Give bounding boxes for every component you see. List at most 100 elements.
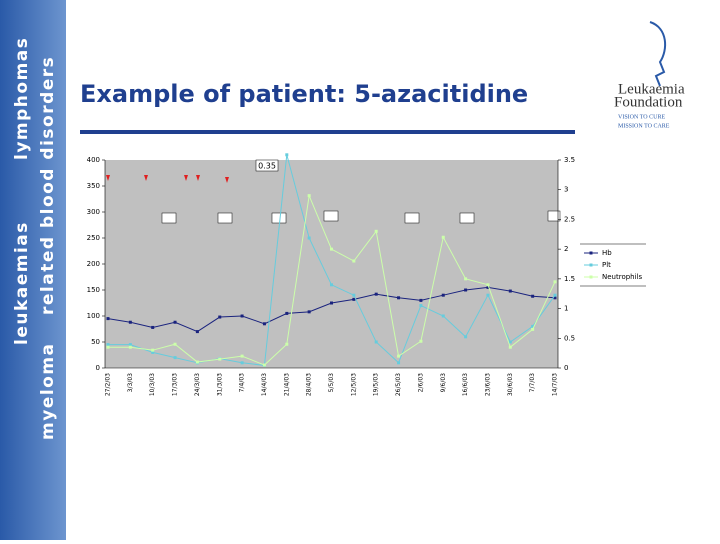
x-tick-label: 19/5/03	[373, 373, 380, 396]
arrow	[196, 175, 200, 181]
legend-label: Hb	[602, 249, 612, 257]
point	[285, 311, 289, 315]
point	[352, 259, 356, 263]
marker-box	[217, 212, 233, 224]
point	[486, 293, 490, 297]
logo-text: Foundation	[614, 94, 683, 110]
point	[128, 345, 132, 349]
point	[553, 293, 557, 297]
point	[419, 339, 423, 343]
point	[151, 348, 155, 352]
point	[397, 361, 401, 365]
legend-label: Neutrophils	[602, 273, 643, 281]
logo-icon	[649, 21, 667, 87]
point	[464, 277, 468, 281]
x-tick-label: 23/6/03	[484, 373, 491, 396]
x-tick-label: 27/2/03	[105, 373, 112, 396]
arrow	[225, 177, 229, 183]
point	[508, 289, 512, 293]
point	[218, 357, 222, 361]
x-tick-label: 24/3/03	[194, 373, 201, 396]
marker-box	[547, 210, 561, 222]
point	[397, 354, 401, 358]
point	[508, 345, 512, 349]
sidebar-text: leukaemias	[12, 221, 32, 345]
marker-box	[459, 212, 475, 224]
legend-marker	[589, 251, 593, 255]
point	[330, 283, 333, 287]
point	[307, 236, 311, 240]
y2-tick-label: 3.5	[564, 156, 575, 164]
legend-marker	[589, 263, 593, 267]
point	[419, 304, 423, 308]
point	[486, 285, 490, 289]
y2-tick-label: 0	[564, 364, 568, 372]
x-tick-label: 17/3/03	[172, 373, 179, 396]
x-tick-label: 7/7/03	[529, 373, 536, 392]
x-tick-label: 26/5/03	[395, 373, 402, 396]
logo-text: MISSION TO CARE	[618, 123, 670, 129]
point	[531, 294, 535, 298]
logo-text: VISION TO CURE	[618, 114, 665, 120]
logo-text: Leukaemia	[618, 81, 685, 97]
point	[330, 247, 333, 251]
point	[151, 325, 155, 329]
x-tick-label: 7/4/03	[239, 373, 246, 392]
annotation-box	[255, 159, 279, 172]
point	[553, 296, 557, 300]
point	[307, 310, 311, 314]
y-tick-label: 150	[87, 286, 100, 294]
point	[352, 293, 356, 297]
y-tick-label: 0	[96, 364, 100, 372]
marker-box	[404, 212, 420, 224]
point	[374, 340, 378, 344]
arrow	[184, 175, 188, 181]
point	[464, 288, 468, 292]
y2-tick-label: 2.5	[564, 215, 575, 223]
legend-marker	[589, 275, 593, 279]
point	[262, 322, 266, 326]
x-tick-label: 16/6/03	[462, 373, 469, 396]
sidebar-text: lymphomas	[12, 37, 32, 160]
point	[262, 363, 266, 367]
point	[441, 314, 445, 318]
sidebar-text: myeloma	[38, 342, 58, 440]
point	[352, 297, 356, 301]
point	[106, 317, 110, 321]
point	[240, 314, 244, 318]
marker-box	[323, 210, 339, 222]
y-tick-label: 200	[87, 260, 100, 268]
x-tick-label: 5/5/03	[328, 373, 335, 392]
y-tick-label: 250	[87, 234, 100, 242]
x-tick-label: 10/3/03	[149, 373, 156, 396]
y-tick-label: 100	[87, 312, 100, 320]
point	[374, 229, 378, 233]
point	[195, 330, 199, 334]
y2-tick-label: 0.5	[564, 334, 575, 342]
x-tick-label: 2/6/03	[417, 373, 424, 392]
title-rule	[80, 130, 575, 134]
y2-tick-label: 3	[564, 186, 568, 194]
point	[553, 280, 557, 284]
x-tick-label: 14/7/03	[552, 373, 559, 396]
point	[285, 342, 289, 346]
point	[106, 345, 110, 349]
point	[173, 320, 177, 324]
y2-tick-label: 2	[564, 245, 568, 253]
marker-box	[271, 212, 287, 224]
point	[173, 342, 177, 346]
point	[307, 194, 311, 198]
marker-box	[161, 212, 177, 224]
point	[240, 354, 244, 358]
y-tick-label: 350	[87, 182, 100, 190]
x-tick-label: 31/3/03	[216, 373, 223, 396]
sidebar-text: related blood disorders	[38, 56, 58, 315]
arrow	[106, 175, 110, 181]
y-tick-label: 300	[87, 208, 100, 216]
point	[128, 320, 132, 324]
y2-tick-label: 1.5	[564, 275, 575, 283]
x-tick-label: 21/4/03	[283, 373, 290, 396]
point	[508, 340, 512, 344]
annotation: 0.35	[258, 162, 276, 171]
arrow	[144, 175, 148, 181]
